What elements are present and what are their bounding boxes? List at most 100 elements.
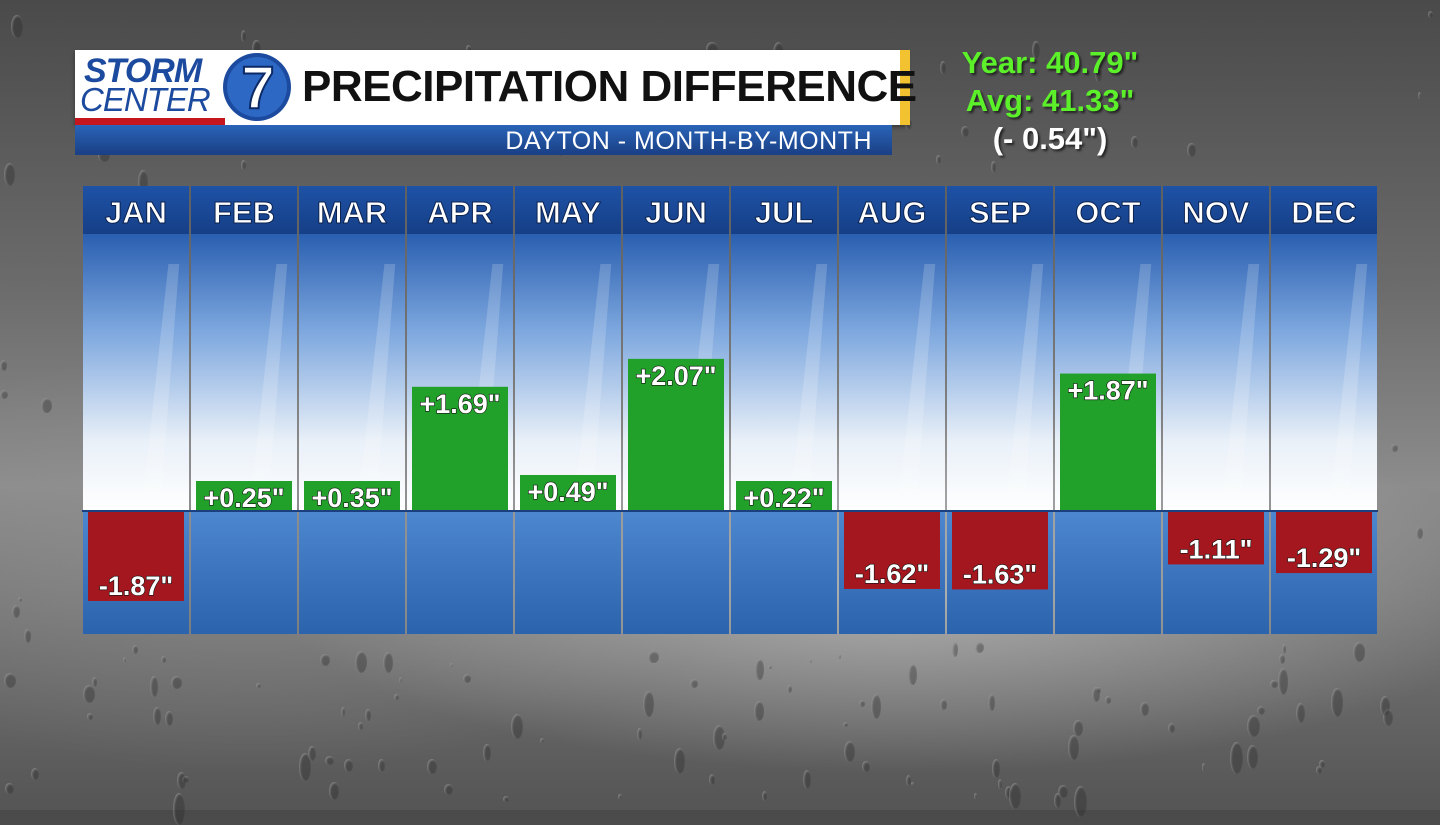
logo-storm-text: STORM [84,52,202,90]
bar-negative [88,511,184,601]
rain-drop [11,14,23,39]
rain-drop [768,664,772,669]
rain-drop [343,758,354,772]
rain-drop [1382,708,1393,726]
month-label: AUG [858,195,927,230]
rain-drop [1319,759,1325,769]
bar-positive [1060,373,1156,511]
rain-drop [936,155,941,164]
channel-7-logo-icon: 7 [220,50,294,124]
bar-negative [844,511,940,589]
rain-drop [138,169,148,194]
rain-drop [320,654,330,667]
column-upper-bg [83,234,189,511]
rain-drop [1352,642,1366,663]
column-sheen [897,264,936,511]
month-label: OCT [1075,195,1141,230]
bar-value-label: +1.69" [419,389,500,419]
bar-value-label: +2.07" [635,361,716,391]
rain-drop [1168,722,1176,734]
rain-drop [1416,527,1424,539]
rain-drop [308,745,317,762]
month-header-cell [1055,186,1161,234]
rain-drop [1058,785,1068,799]
rain-drop [1281,643,1286,654]
bar-negative [1168,511,1264,565]
column-upper-bg [839,234,945,511]
rain-drop [153,707,161,726]
month-header-cell [407,186,513,234]
rain-drop [394,694,399,701]
rain-drop [1095,66,1103,83]
month-header-cell [623,186,729,234]
rain-drop [753,701,765,721]
logo-red-stripe [75,118,225,126]
chart-title: PRECIPITATION DIFFERENCE [302,62,917,111]
rain-drop [427,759,437,774]
rain-drop [540,737,545,743]
chart-subtitle: DAYTON - MONTH-BY-MONTH [505,127,872,155]
rain-drop [940,61,946,75]
rain-drop [358,721,364,730]
rain-drop [1068,735,1079,760]
month-label: SEP [969,195,1031,230]
rain-drop [251,40,261,56]
column-lower-bg [191,511,297,634]
column-upper-bg [191,234,297,511]
rain-drop [132,644,138,655]
month-header-cell [191,186,297,234]
column-lower-bg [515,511,621,634]
rain-drop [637,727,642,740]
rain-drop [181,776,189,784]
column-lower-bg [299,511,405,634]
rain-drop [1247,715,1261,738]
rain-drop [23,628,32,643]
rain-drop [328,781,340,801]
bar-positive [196,481,292,511]
rain-drop [974,642,984,654]
rain-drop [1073,786,1087,817]
rain-drop [170,676,182,690]
column-sheen [1329,264,1368,511]
rain-drop [837,654,841,660]
rain-drop [843,721,848,727]
rain-drop [952,642,959,657]
column-sheen [1221,264,1260,511]
rain-drop [997,779,1003,789]
rain-drop [241,29,247,43]
bar-value-label: -1.62" [855,559,929,589]
rain-drop [377,758,386,772]
rain-drop [1247,745,1258,769]
rain-drop [1130,136,1138,148]
summary-diff: (- 0.54") [992,121,1108,156]
rain-drop [161,656,166,664]
rain-drop [1230,742,1244,774]
rain-drop [862,761,870,773]
bar-value-label: -1.63" [963,559,1037,589]
rain-drop [906,774,912,787]
rain-drop [991,759,1001,778]
rain-drop [910,781,914,786]
rain-drop [4,673,16,689]
rain-drop [82,684,96,703]
title-banner [75,50,907,125]
rain-drop [465,45,472,52]
rain-drop [97,149,110,163]
subtitle-bar: DAYTON - MONTH-BY-MONTH [75,125,892,155]
column-sheen [141,264,180,511]
month-header-cell [1163,186,1269,234]
bar-positive [628,358,724,511]
rain-drop [1379,696,1390,717]
column-upper-bg [731,234,837,511]
rain-drop [1139,702,1150,717]
rain-drop [1278,653,1286,665]
rain-drop [706,41,718,56]
rain-drop [808,659,812,664]
rain-drop [1391,443,1399,453]
column-upper-bg [299,234,405,511]
rain-drop [755,659,764,680]
rain-drop [722,733,727,740]
column-sheen [249,264,288,511]
month-header-cell [83,186,189,234]
month-header-cell [839,186,945,234]
